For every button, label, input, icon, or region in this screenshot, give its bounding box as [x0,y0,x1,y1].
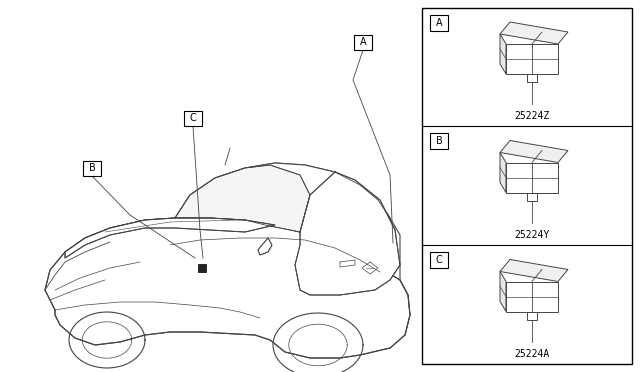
Bar [430,15,448,31]
Polygon shape [295,172,400,295]
Polygon shape [506,282,558,311]
Bar [430,133,448,149]
Polygon shape [500,272,506,311]
Text: B: B [88,163,95,173]
Polygon shape [527,74,537,82]
Polygon shape [500,34,506,74]
Polygon shape [500,141,568,163]
Bar [184,110,202,125]
Polygon shape [175,163,390,268]
Text: A: A [436,18,442,28]
Polygon shape [500,153,506,192]
Polygon shape [506,163,558,192]
Text: A: A [360,37,366,47]
Polygon shape [527,192,537,201]
Text: C: C [189,113,196,123]
Polygon shape [198,264,206,272]
Polygon shape [527,311,537,320]
Text: 25224Z: 25224Z [515,111,550,121]
Text: 25224A: 25224A [515,349,550,359]
Text: B: B [436,136,442,146]
Bar [422,8,632,364]
Polygon shape [45,218,410,358]
Polygon shape [258,238,272,255]
Bar [83,160,101,176]
Polygon shape [500,22,568,44]
Bar [430,252,448,268]
Polygon shape [65,218,275,258]
Text: C: C [436,255,442,265]
Bar [354,35,372,49]
Polygon shape [175,165,310,232]
Polygon shape [500,260,568,282]
Polygon shape [506,44,558,74]
Text: 25224Y: 25224Y [515,230,550,240]
